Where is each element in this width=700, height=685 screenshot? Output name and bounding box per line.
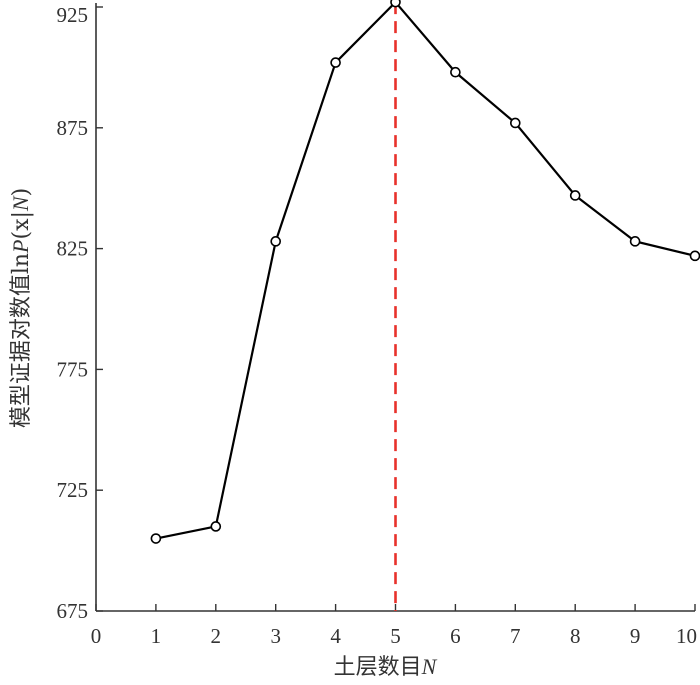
x-tick-label: 2	[211, 624, 222, 648]
x-tick-label: 0	[91, 624, 102, 648]
y-axis-label: 模型证据对数值lnP(x|N)	[8, 188, 34, 428]
y-tick-label: 875	[57, 116, 89, 140]
y-tick-label: 925	[57, 3, 89, 27]
data-point	[629, 236, 641, 247]
data-point	[210, 521, 222, 532]
x-tick-label: 3	[270, 624, 281, 648]
y-tick-label: 775	[57, 357, 89, 381]
y-tick-label: 725	[57, 478, 89, 502]
data-point	[569, 190, 581, 201]
x-axis-label: 土层数目N	[334, 654, 438, 680]
y-axis-label-n: N	[8, 195, 33, 212]
data-point	[330, 57, 341, 68]
x-ticks: 0 1 2 3 4 5 6 7 8 9 10	[91, 604, 697, 648]
y-tick-label: 825	[57, 237, 89, 261]
y-axis-label-p: P	[8, 240, 33, 254]
x-tick-label: 5	[390, 624, 401, 648]
x-tick-label: 6	[450, 624, 461, 648]
x-tick-label: 8	[570, 624, 581, 648]
y-axis-label-end: )	[9, 188, 34, 197]
data-point	[150, 533, 162, 544]
y-axis-label-text: 模型证据对数值ln	[9, 253, 34, 428]
series-line	[155, 1, 696, 540]
data-point	[390, 0, 401, 8]
x-tick-label: 1	[151, 624, 162, 648]
data-point	[509, 117, 521, 129]
y-axis-label-mid: (x|	[9, 211, 34, 239]
data-point	[450, 66, 461, 78]
x-tick-label: 9	[630, 624, 641, 648]
x-tick-label: 7	[510, 624, 521, 648]
series-layer	[150, 0, 700, 544]
x-axis-label-var: N	[421, 654, 438, 679]
data-point	[689, 250, 700, 262]
y-ticks: 675 725 775 825 875 925	[57, 3, 103, 623]
x-tick-label: 10	[676, 624, 697, 648]
x-axis-label-text: 土层数目	[334, 655, 422, 680]
data-point	[270, 236, 282, 247]
y-tick-label: 675	[57, 599, 89, 623]
x-tick-label: 4	[330, 624, 341, 648]
